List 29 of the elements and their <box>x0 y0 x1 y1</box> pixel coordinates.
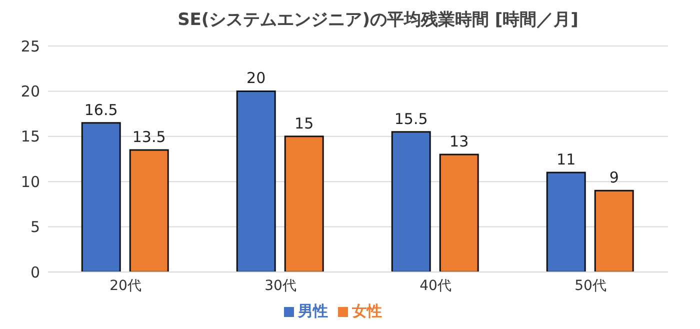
y-tick-label: 5 <box>30 218 40 236</box>
data-label: 11 <box>556 150 576 169</box>
data-label: 13 <box>450 132 469 150</box>
bar <box>546 172 586 272</box>
data-label: 9 <box>609 168 619 187</box>
data-label: 20 <box>246 69 266 88</box>
data-label: 15.5 <box>394 110 428 128</box>
y-tick-label: 25 <box>20 37 40 56</box>
bar <box>391 131 431 272</box>
data-label: 15 <box>294 114 314 132</box>
bar <box>284 136 324 272</box>
data-label: 13.5 <box>132 128 166 146</box>
chart-title: SE(システムエンジニア)の平均残業時間 [時間／月] <box>176 9 580 32</box>
y-tick-label: 15 <box>20 128 40 146</box>
legend-label: 男性 <box>298 302 328 320</box>
bar <box>439 154 479 272</box>
bar <box>594 190 634 272</box>
bar <box>236 90 276 272</box>
x-tick-label: 40代 <box>420 278 452 294</box>
legend-label: 女性 <box>352 302 382 320</box>
x-tick-label: 50代 <box>574 278 606 294</box>
y-tick-label: 20 <box>20 82 40 101</box>
bar <box>129 149 169 272</box>
x-tick-label: 30代 <box>264 278 296 294</box>
y-tick-label: 10 <box>20 172 40 191</box>
data-label: 16.5 <box>84 100 118 119</box>
x-tick-label: 20代 <box>110 278 142 294</box>
bar <box>81 122 121 272</box>
y-tick-label: 0 <box>30 263 40 282</box>
